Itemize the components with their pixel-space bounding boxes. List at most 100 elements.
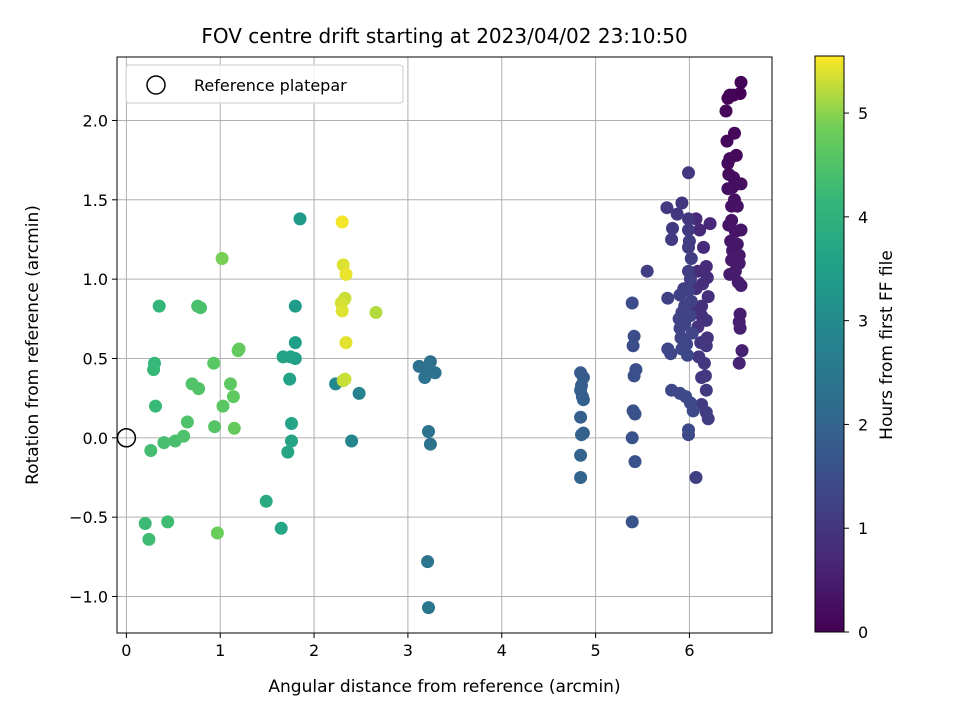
y-tick-label: 1.5	[83, 191, 108, 210]
data-point	[689, 471, 703, 484]
chart-title: FOV centre drift starting at 2023/04/02 …	[201, 24, 687, 48]
data-point	[259, 494, 273, 508]
data-point	[734, 75, 748, 89]
x-tick-label: 0	[121, 641, 131, 660]
data-point	[422, 601, 435, 615]
data-point	[673, 288, 687, 302]
data-point	[224, 377, 237, 391]
data-point	[721, 156, 735, 170]
data-point	[699, 383, 713, 397]
data-point	[232, 342, 246, 356]
y-tick-label: 2.0	[83, 111, 108, 130]
x-tick-label: 5	[590, 641, 600, 660]
data-point	[701, 290, 715, 304]
y-tick-label: −1.0	[69, 588, 108, 607]
data-point	[574, 471, 588, 484]
data-point	[732, 356, 746, 370]
data-point	[681, 348, 694, 362]
data-point	[226, 390, 240, 404]
legend-label: Reference platepar	[194, 76, 347, 95]
y-axis-ticks: −1.0 −0.5 0.0 0.5 1.0 1.5 2.0	[69, 111, 117, 607]
data-point	[216, 399, 230, 413]
grid	[117, 57, 772, 633]
data-point	[421, 366, 435, 380]
data-point	[734, 223, 748, 237]
data-point	[352, 386, 366, 400]
data-point	[628, 407, 642, 421]
y-tick-label: 0.0	[83, 429, 108, 448]
data-point	[161, 515, 175, 529]
legend-reference-marker	[146, 75, 166, 95]
data-point	[673, 321, 687, 335]
data-point	[283, 372, 297, 386]
data-point	[695, 371, 709, 384]
data-point	[575, 428, 588, 442]
data-point	[625, 296, 639, 310]
data-point	[207, 356, 221, 370]
data-point	[276, 350, 290, 364]
colorbar-tick-label: 3	[858, 312, 868, 331]
data-point	[285, 434, 298, 448]
y-tick-label: 1.0	[83, 270, 108, 289]
data-point	[721, 182, 735, 196]
data-point	[227, 421, 241, 435]
data-point	[730, 199, 744, 213]
data-point	[685, 326, 699, 340]
data-point	[138, 517, 152, 530]
data-point	[627, 329, 641, 343]
data-point	[627, 369, 641, 383]
colorbar-tick-label: 1	[858, 519, 868, 538]
data-point	[210, 526, 224, 540]
colorbar: 0 1 2 3 4 5 Hours from first FF file	[814, 55, 897, 642]
data-point	[345, 434, 359, 448]
data-point	[735, 344, 749, 358]
data-point	[733, 321, 747, 335]
data-point	[339, 336, 353, 350]
data-point	[626, 339, 640, 353]
data-point	[625, 515, 639, 529]
data-point	[733, 87, 747, 100]
data-points	[138, 75, 749, 615]
colorbar-tick-label: 4	[858, 208, 868, 227]
x-tick-label: 4	[497, 641, 507, 660]
data-point	[142, 532, 156, 546]
data-point	[719, 104, 733, 118]
data-point	[149, 399, 162, 413]
legend: Reference platepar	[125, 64, 404, 104]
x-axis-ticks: 0 1 2 3 4 5 6	[121, 633, 695, 660]
data-point	[703, 217, 717, 231]
colorbar-tick-label: 5	[858, 104, 868, 123]
data-point	[697, 240, 710, 254]
data-point	[625, 431, 639, 445]
data-point	[699, 339, 713, 353]
y-tick-label: −0.5	[69, 508, 108, 527]
data-point	[666, 221, 679, 235]
data-point	[682, 212, 695, 226]
data-point	[335, 215, 349, 229]
data-point	[576, 393, 590, 407]
data-point	[721, 91, 735, 105]
data-point	[720, 134, 734, 148]
data-point	[683, 272, 697, 286]
data-point	[293, 212, 307, 226]
data-point	[682, 223, 695, 237]
data-point	[670, 207, 684, 221]
data-point	[421, 555, 435, 569]
colorbar-label: Hours from first FF file	[877, 250, 897, 440]
data-point	[152, 299, 166, 313]
data-point	[177, 429, 191, 443]
data-point	[339, 267, 353, 281]
colorbar-tick-label: 0	[858, 623, 868, 642]
data-point	[697, 356, 711, 370]
data-point	[682, 240, 695, 254]
data-point	[684, 252, 698, 265]
data-point	[180, 415, 194, 429]
x-tick-label: 3	[403, 641, 413, 660]
data-point	[701, 412, 715, 426]
colorbar-ticks: 0 1 2 3 4 5	[844, 104, 868, 642]
data-point	[682, 428, 695, 442]
data-point	[660, 201, 674, 215]
data-point	[288, 336, 302, 350]
colorbar-tick-label: 2	[858, 415, 868, 434]
